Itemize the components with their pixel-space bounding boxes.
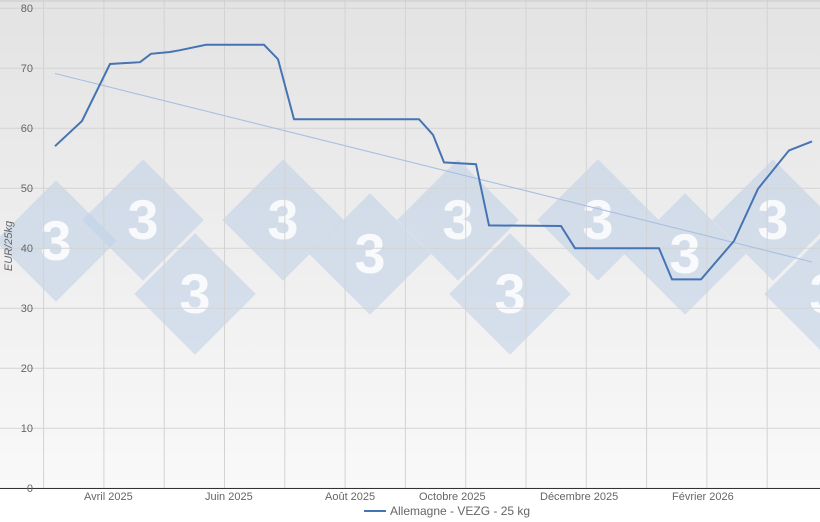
svg-text:Avril 2025: Avril 2025 <box>84 491 133 503</box>
svg-text:20: 20 <box>21 363 33 375</box>
svg-text:Octobre 2025: Octobre 2025 <box>419 491 486 503</box>
svg-text:60: 60 <box>21 123 33 135</box>
svg-text:EUR/25kg: EUR/25kg <box>3 220 15 271</box>
svg-text:Février 2026: Février 2026 <box>672 491 734 503</box>
svg-text:Allemagne - VEZG - 25 kg: Allemagne - VEZG - 25 kg <box>390 504 530 518</box>
svg-text:Juin 2025: Juin 2025 <box>205 491 253 503</box>
svg-text:0: 0 <box>27 483 33 495</box>
svg-text:70: 70 <box>21 63 33 75</box>
svg-text:Août 2025: Août 2025 <box>325 491 375 503</box>
svg-text:40: 40 <box>21 243 33 255</box>
svg-text:Décembre 2025: Décembre 2025 <box>540 491 618 503</box>
svg-text:80: 80 <box>21 3 33 15</box>
svg-text:10: 10 <box>21 423 33 435</box>
svg-text:30: 30 <box>21 303 33 315</box>
svg-text:50: 50 <box>21 183 33 195</box>
